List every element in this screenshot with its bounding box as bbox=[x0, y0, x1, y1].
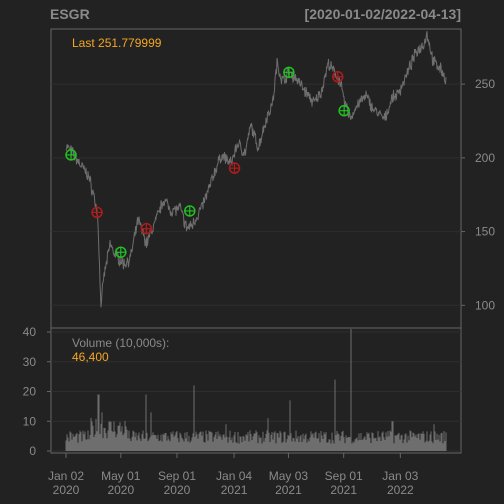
volume-tick-label: 0 bbox=[29, 444, 36, 458]
date-tick-label: May 03 bbox=[269, 469, 309, 483]
last-price-label: Last 251.779999 bbox=[72, 36, 162, 50]
buy-signal-marker bbox=[184, 205, 196, 217]
date-tick-year: 2021 bbox=[330, 483, 357, 497]
date-tick-label: Sep 01 bbox=[325, 469, 363, 483]
date-tick-label: May 01 bbox=[101, 469, 141, 483]
date-tick-label: Jan 02 bbox=[48, 469, 84, 483]
price-panel: 100 150 200 250 Last 251.779999 bbox=[50, 28, 495, 329]
date-tick-year: 2020 bbox=[107, 483, 134, 497]
sell-signal-marker bbox=[91, 206, 103, 219]
volume-tick-label: 40 bbox=[23, 325, 37, 339]
buy-signal-marker bbox=[65, 149, 77, 161]
date-tick-label: Jan 04 bbox=[216, 469, 252, 483]
date-tick-year: 2022 bbox=[387, 483, 414, 497]
sell-signal-marker bbox=[228, 162, 241, 174]
buy-signal-marker bbox=[115, 246, 127, 258]
volume-tick-label: 20 bbox=[23, 385, 37, 399]
buy-signal-marker bbox=[283, 66, 295, 79]
price-tick-label: 100 bbox=[475, 298, 495, 312]
volume-tick-label: 10 bbox=[23, 414, 37, 428]
price-axis: 100 150 200 250 bbox=[461, 77, 495, 312]
price-tick-label: 200 bbox=[475, 151, 495, 165]
volume-panel: 0 10 20 30 40 Volume (10,000s): 46,400 bbox=[23, 325, 462, 458]
price-tick-label: 250 bbox=[475, 77, 495, 91]
date-tick-year: 2020 bbox=[164, 483, 191, 497]
volume-bars bbox=[65, 329, 447, 451]
date-range-title: [2020-01-02/2022-04-13] bbox=[305, 6, 461, 22]
price-tick-label: 150 bbox=[475, 225, 495, 239]
sell-signal-marker bbox=[140, 222, 153, 235]
price-grid bbox=[51, 83, 461, 306]
volume-axis: 0 10 20 30 40 bbox=[23, 325, 51, 458]
signal-markers bbox=[65, 66, 350, 258]
buy-signal-marker bbox=[338, 104, 350, 117]
volume-label: Volume (10,000s): bbox=[72, 336, 169, 350]
date-tick-year: 2021 bbox=[221, 483, 248, 497]
date-tick-year: 2021 bbox=[275, 483, 302, 497]
symbol-title: ESGR bbox=[50, 6, 90, 22]
volume-last-value: 46,400 bbox=[72, 350, 109, 364]
date-tick-label: Sep 01 bbox=[158, 469, 196, 483]
sell-signal-marker bbox=[332, 71, 344, 83]
date-tick-label: Jan 03 bbox=[382, 469, 418, 483]
volume-panel-frame bbox=[50, 327, 462, 454]
price-panel-frame bbox=[50, 28, 462, 329]
date-tick-year: 2020 bbox=[53, 483, 80, 497]
volume-tick-label: 30 bbox=[23, 355, 37, 369]
price-series-line bbox=[65, 31, 447, 308]
